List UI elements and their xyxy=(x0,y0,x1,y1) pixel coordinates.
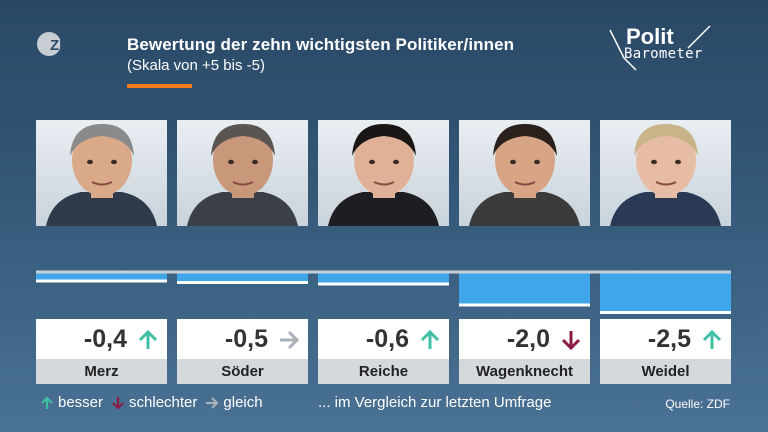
portrait-wagenknecht xyxy=(459,120,590,226)
chart-subtitle: (Skala von +5 bis -5) xyxy=(127,57,265,74)
brand-polit: Polit xyxy=(626,24,674,49)
legend-worse-label: schlechter xyxy=(129,394,198,411)
value-box-söder: -0,5 xyxy=(177,319,308,359)
bar-cap-reiche xyxy=(318,282,449,286)
bar-söder xyxy=(177,273,308,281)
zero-line xyxy=(36,270,731,274)
bar-cap-merz xyxy=(36,279,167,283)
arrow-up-icon xyxy=(138,329,158,349)
legend: besser schlechter gleich xyxy=(40,394,271,411)
value-label-reiche: -0,6 xyxy=(365,325,409,353)
value-box-reiche: -0,6 xyxy=(318,319,449,359)
legend-better-label: besser xyxy=(58,394,104,411)
name-label-söder: Söder xyxy=(177,359,308,384)
bar-cap-söder xyxy=(177,281,308,284)
bar-wagenknecht xyxy=(459,273,590,304)
bar-weidel xyxy=(600,273,731,311)
portrait-merz xyxy=(36,120,167,226)
portrait-weidel xyxy=(600,120,731,226)
value-label-merz: -0,4 xyxy=(83,325,127,353)
value-label-söder: -0,5 xyxy=(224,325,268,353)
name-label-merz: Merz xyxy=(36,359,167,384)
comparison-note: ... im Vergleich zur letzten Umfrage xyxy=(318,394,552,411)
bar-merz xyxy=(36,273,167,280)
source-label: Quelle: ZDF xyxy=(665,397,730,411)
portrait-söder xyxy=(177,120,308,226)
legend-worse: schlechter xyxy=(111,394,197,411)
name-label-wagenknecht: Wagenknecht xyxy=(459,359,590,384)
title-underline xyxy=(127,84,192,88)
chart-title: Bewertung der zehn wichtigsten Politiker… xyxy=(127,35,515,54)
bar-reiche xyxy=(318,273,449,283)
value-box-merz: -0,4 xyxy=(36,319,167,359)
arrow-right-icon xyxy=(280,330,300,350)
arrow-up-icon xyxy=(420,329,440,349)
value-box-wagenknecht: -2,0 xyxy=(459,319,590,359)
portrait-reiche xyxy=(318,120,449,226)
legend-same-label: gleich xyxy=(223,394,263,411)
value-label-wagenknecht: -2,0 xyxy=(506,325,550,353)
legend-better: besser xyxy=(40,394,103,411)
zdf-logo: ZDF xyxy=(37,32,79,56)
zdf-logo-text: ZDF xyxy=(50,37,79,54)
legend-same: gleich xyxy=(205,394,263,411)
arrow-down-icon xyxy=(112,396,124,410)
value-box-weidel: -2,5 xyxy=(600,319,731,359)
name-label-weidel: Weidel xyxy=(600,359,731,384)
bar-cap-weidel xyxy=(600,311,731,314)
arrow-right-icon xyxy=(206,396,219,409)
value-label-weidel: -2,5 xyxy=(647,325,691,353)
arrow-up-icon xyxy=(702,329,722,349)
name-label-reiche: Reiche xyxy=(318,359,449,384)
arrow-up-icon xyxy=(41,395,53,409)
politbarometer-logo: Polit Barometer xyxy=(606,22,716,78)
brand-barometer: Barometer xyxy=(624,46,703,62)
bar-cap-wagenknecht xyxy=(459,303,590,307)
arrow-down-icon xyxy=(561,331,581,351)
